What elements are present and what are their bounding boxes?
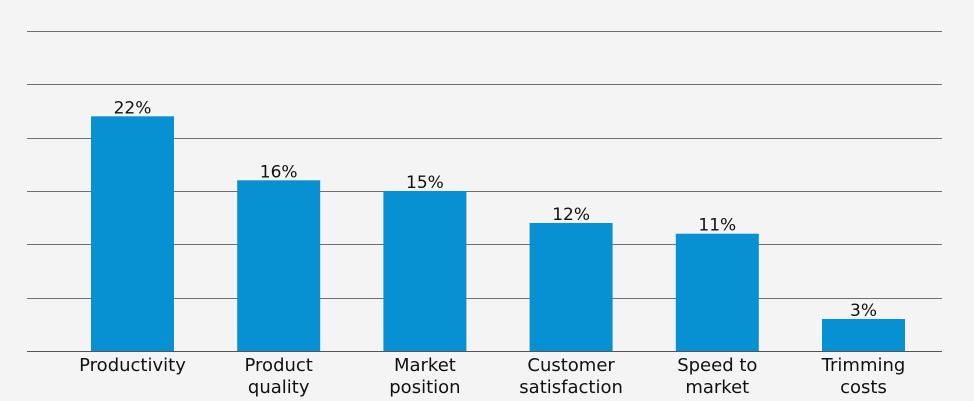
value-labels: 22% 16% 15% 12% 11% 3%	[114, 98, 877, 321]
gridlines	[27, 31, 942, 299]
category-label: Market position	[389, 355, 460, 398]
bar-value-label: 3%	[850, 301, 877, 321]
bar	[822, 319, 905, 351]
bar	[383, 191, 467, 351]
category-label: Product quality	[245, 355, 313, 398]
bar-value-label: 11%	[698, 216, 736, 236]
bar	[529, 223, 613, 351]
category-label: Speed to market	[677, 355, 757, 398]
category-label: Productivity	[79, 355, 186, 376]
bar-value-label: 16%	[260, 162, 298, 182]
category-labels: Productivity Product quality Market position…	[79, 355, 905, 398]
bar-value-label: 22%	[114, 98, 152, 118]
category-label: Customer satisfaction	[519, 355, 623, 398]
bar	[91, 116, 174, 351]
bar-value-label: 15%	[406, 173, 444, 193]
bar-value-label: 12%	[552, 205, 590, 225]
bar	[675, 233, 759, 351]
category-label: Trimming costs	[821, 355, 906, 398]
bar	[237, 180, 321, 351]
bars	[91, 116, 905, 351]
